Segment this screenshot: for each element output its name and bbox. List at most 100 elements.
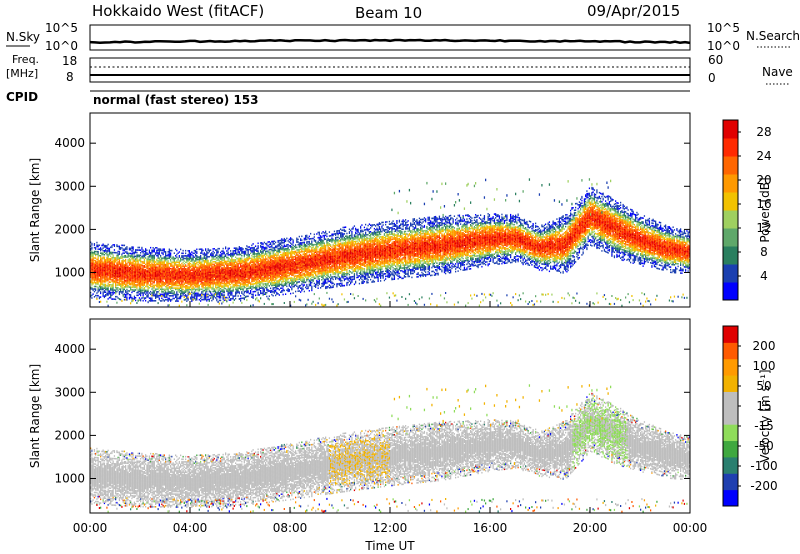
power-cell: [117, 266, 119, 268]
power-cell: [103, 274, 106, 277]
power-cell: [212, 288, 214, 290]
power-cell: [155, 288, 157, 290]
power-cell: [98, 271, 101, 274]
power-cell: [250, 292, 252, 295]
power-cell: [283, 248, 285, 250]
power-cell: [215, 279, 217, 281]
power-cell: [282, 258, 284, 261]
power-cell: [198, 256, 200, 258]
power-cell: [218, 273, 220, 276]
power-cell: [136, 257, 138, 259]
power-cell: [280, 248, 282, 251]
power-cell: [261, 270, 263, 273]
power-cell: [291, 264, 293, 266]
power-cell: [293, 284, 295, 287]
power-cell: [253, 255, 255, 258]
power-cell: [250, 275, 252, 278]
power-cell: [105, 287, 107, 290]
power-cell: [196, 262, 198, 265]
power-cell: [277, 284, 279, 286]
power-cell: [98, 278, 101, 280]
power-cell: [243, 281, 245, 284]
power-cell: [200, 278, 202, 280]
power-cell: [262, 293, 264, 296]
power-cell: [225, 260, 227, 263]
power-cell: [216, 257, 218, 259]
power-cell: [107, 289, 109, 291]
power-cell: [240, 299, 242, 302]
power-cell: [287, 290, 289, 293]
power-cell: [185, 270, 187, 273]
power-cell: [291, 251, 293, 253]
power-cell: [132, 261, 134, 264]
power-cell: [95, 254, 97, 257]
power-cell: [182, 275, 184, 278]
power-cell: [243, 263, 245, 266]
power-cell: [130, 295, 132, 297]
power-cell: [152, 290, 154, 293]
power-cell: [181, 278, 183, 280]
power-cell: [275, 246, 277, 249]
power-cell: [117, 287, 119, 289]
power-cell: [102, 279, 104, 282]
power-cell: [266, 242, 268, 245]
power-cell: [275, 284, 277, 286]
power-cell: [110, 255, 112, 258]
power-cell: [238, 246, 240, 248]
power-cell: [93, 290, 96, 293]
power-cell: [123, 260, 126, 262]
power-cell: [261, 280, 263, 283]
power-cell: [246, 289, 248, 291]
power-cell: [291, 246, 293, 248]
power-cell: [221, 255, 223, 258]
power-cell: [172, 279, 174, 282]
power-cell: [188, 261, 190, 264]
power-cell: [260, 244, 262, 247]
power-cell: [291, 287, 293, 289]
power-cell: [116, 301, 118, 304]
power-cell: [223, 291, 225, 294]
power-cell: [203, 279, 205, 281]
power-cell: [246, 284, 248, 286]
power-cell: [277, 267, 279, 269]
power-cell: [120, 270, 122, 272]
power-cell: [195, 260, 197, 262]
power-cell: [218, 268, 220, 271]
power-cell: [260, 260, 262, 262]
power-cell: [116, 268, 118, 271]
power-cell: [193, 273, 195, 275]
power-cell: [246, 259, 248, 261]
power-cell: [212, 266, 214, 268]
power-cell: [223, 290, 225, 292]
power-cell: [163, 284, 165, 287]
power-cell: [203, 269, 205, 271]
power-cell: [95, 283, 97, 285]
power-cell: [126, 286, 128, 288]
power-cell: [203, 267, 205, 270]
power-cell: [198, 280, 200, 283]
power-cell: [120, 262, 122, 265]
power-cell: [177, 261, 179, 264]
power-cell: [123, 278, 126, 280]
power-cell: [207, 272, 209, 275]
power-cell: [137, 260, 139, 263]
power-cell: [206, 263, 208, 266]
power-cell: [137, 271, 139, 273]
power-cell: [100, 248, 102, 251]
power-cell: [213, 273, 215, 276]
power-cell: [191, 272, 193, 274]
power-cell: [182, 277, 184, 279]
power-cell: [283, 272, 285, 275]
power-cell: [180, 258, 182, 261]
power-cell: [200, 275, 202, 278]
power-cell: [282, 248, 284, 250]
power-cell: [91, 263, 93, 266]
power-cell: [130, 287, 132, 290]
power-cell: [193, 275, 195, 278]
power-cell: [220, 293, 222, 296]
power-cell: [212, 268, 214, 271]
power-cell: [248, 269, 250, 271]
power-cell: [252, 296, 254, 298]
power-cell: [91, 275, 93, 277]
power-cell: [290, 279, 292, 282]
